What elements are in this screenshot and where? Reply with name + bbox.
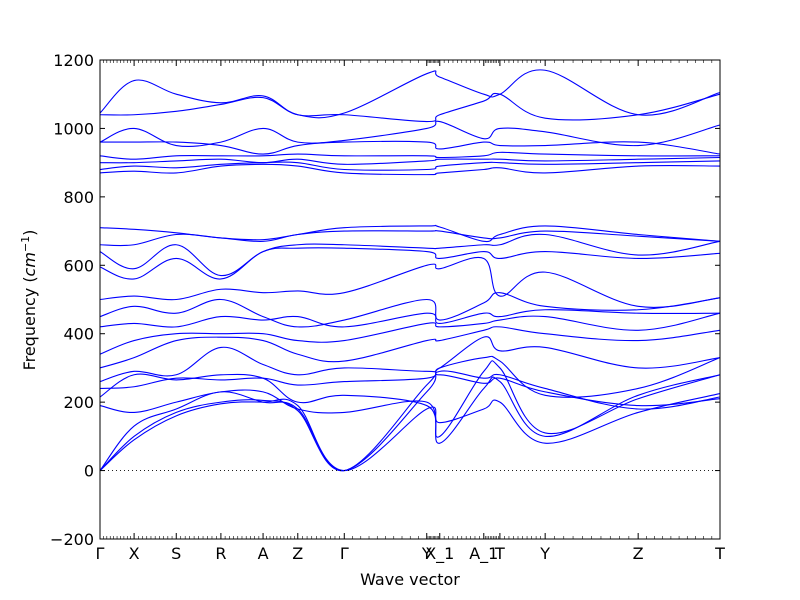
band-line-24 [99, 69, 721, 119]
band-line-20 [99, 151, 721, 160]
band-line-17 [99, 163, 721, 176]
y-tick-label: 1000 [53, 119, 94, 138]
band-line-3 [99, 391, 721, 472]
x-tick-label: Z [633, 544, 644, 563]
band-line-18 [99, 160, 721, 171]
band-line-8 [99, 326, 721, 369]
band-line-2 [99, 370, 721, 472]
y-tick-label: 1200 [53, 51, 94, 70]
x-tick-label: S [171, 544, 181, 563]
x-tick-label: X_1 [425, 544, 454, 564]
x-tick-label: T [714, 544, 725, 563]
band-line-5 [99, 360, 721, 438]
x-tick-label: Γ [96, 544, 105, 563]
y-tick-label: 400 [63, 325, 94, 344]
y-tick-label: 800 [63, 188, 94, 207]
band-line-19 [99, 156, 721, 165]
y-tick-label: 600 [63, 256, 94, 275]
x-tick-label: Y [539, 544, 550, 563]
band-line-21 [100, 140, 721, 155]
band-line-1 [99, 373, 721, 472]
band-line-4 [99, 374, 721, 444]
x-tick-label: Γ [340, 544, 349, 563]
band-line-15 [99, 229, 721, 247]
x-tick-label: A [258, 544, 269, 563]
phonon-bands [99, 69, 721, 472]
band-line-13 [99, 247, 721, 280]
band-line-22 [99, 120, 721, 148]
y-tick-label: −200 [50, 530, 94, 549]
y-axis-label: Frequency (cm−1) [19, 230, 39, 371]
x-tick-label: Z [292, 544, 303, 563]
band-line-14 [99, 233, 721, 277]
x-axis-ticks: Γ X S R A Z Γ YX_1 A_1T Y Z T [96, 60, 725, 564]
band-line-7 [99, 336, 721, 383]
y-tick-label: 0 [84, 462, 94, 481]
y-axis-ticks: −200 0 200 400 600 800 1000 1200 [50, 51, 720, 549]
y-tick-label: 200 [63, 393, 94, 412]
x-tick-label: X [129, 544, 140, 563]
plot-frame [99, 59, 721, 540]
x-axis-label: Wave vector [360, 570, 460, 589]
band-line-23 [99, 92, 721, 123]
band-line-10 [99, 309, 721, 328]
x-tick-label: A_1 [469, 544, 498, 564]
x-tick-label: T [494, 544, 505, 563]
band-line-11 [99, 292, 721, 328]
x-tick-label: Y [421, 544, 432, 563]
band-line-9 [99, 312, 721, 355]
band-line-12 [99, 256, 721, 308]
x-tick-label: R [215, 544, 226, 563]
band-line-16 [99, 224, 721, 243]
band-line-6 [99, 355, 721, 398]
